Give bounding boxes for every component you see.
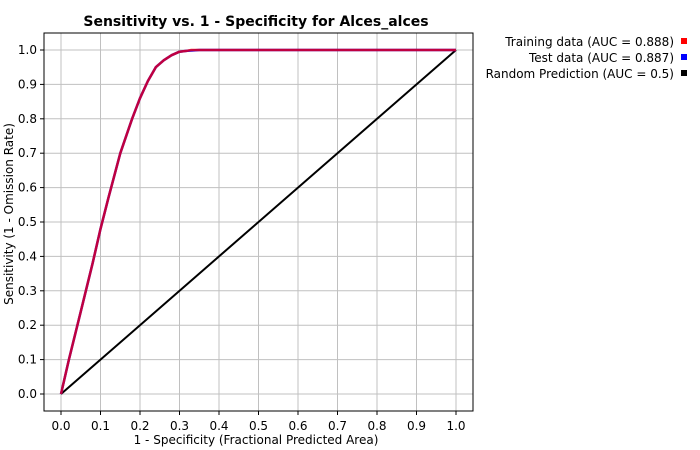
x-tick-label: 1.0: [446, 419, 465, 433]
legend: Training data (AUC = 0.888) Test data (AU…: [486, 35, 687, 81]
y-tick-label: 0.7: [18, 146, 37, 160]
x-tick-label: 0.5: [249, 419, 268, 433]
x-tick-label: 0.6: [288, 419, 307, 433]
x-tick-label: 0.8: [367, 419, 386, 433]
x-tick-label: 0.7: [328, 419, 347, 433]
x-tick-label: 0.2: [130, 419, 149, 433]
y-tick-label: 0.2: [18, 318, 37, 332]
x-tick-label: 0.4: [209, 419, 228, 433]
x-tick-label: 0.3: [170, 419, 189, 433]
y-tick-label: 0.0: [18, 387, 37, 401]
series-layer: [59, 48, 457, 395]
y-tick-label: 0.9: [18, 77, 37, 91]
y-tick-label: 0.4: [18, 249, 37, 263]
legend-label: Test data (AUC = 0.887): [528, 51, 674, 65]
x-axis-title: 1 - Specificity (Fractional Predicted Ar…: [134, 433, 379, 447]
series-line: [60, 49, 457, 395]
y-tick-label: 0.6: [18, 181, 37, 195]
y-axis-title: Sensitivity (1 - Omission Rate): [2, 123, 16, 305]
legend-label: Training data (AUC = 0.888): [504, 35, 674, 49]
x-tick-label: 0.9: [407, 419, 426, 433]
y-tick-label: 0.1: [18, 353, 37, 367]
axis-ticks: 0.0 0.1 0.2 0.3 0.4 0.5 0.6 0.7 0.8 0.9 1.0 0.0 0.1 0…: [18, 43, 466, 433]
y-tick-label: 1.0: [18, 43, 37, 57]
x-tick-label: 0.0: [51, 419, 70, 433]
series-line: [59, 48, 456, 395]
legend-swatch: [681, 70, 687, 76]
x-tick-label: 0.1: [91, 419, 110, 433]
legend-label: Random Prediction (AUC = 0.5): [486, 67, 674, 81]
y-tick-label: 0.3: [18, 284, 37, 298]
chart-title: Sensitivity vs. 1 - Specificity for Alce…: [83, 14, 428, 30]
legend-swatch: [681, 38, 687, 44]
y-tick-label: 0.8: [18, 112, 37, 126]
y-tick-label: 0.5: [18, 215, 37, 229]
legend-swatch: [681, 54, 687, 60]
